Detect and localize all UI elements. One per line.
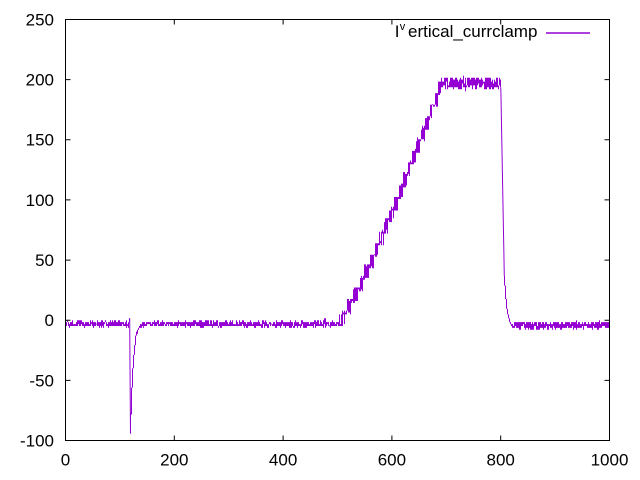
- svg-text:200: 200: [160, 450, 188, 469]
- svg-text:ertical_currclamp: ertical_currclamp: [408, 22, 537, 41]
- svg-text:250: 250: [26, 10, 54, 29]
- svg-text:-100: -100: [20, 431, 54, 450]
- svg-text:50: 50: [35, 251, 54, 270]
- svg-text:600: 600: [378, 450, 406, 469]
- svg-text:v: v: [400, 21, 406, 33]
- svg-text:200: 200: [26, 71, 54, 90]
- svg-text:100: 100: [26, 191, 54, 210]
- svg-text:0: 0: [45, 311, 54, 330]
- svg-text:1000: 1000: [591, 450, 629, 469]
- svg-text:400: 400: [269, 450, 297, 469]
- svg-text:0: 0: [61, 450, 70, 469]
- svg-text:800: 800: [487, 450, 515, 469]
- svg-text:I: I: [395, 22, 400, 41]
- svg-text:150: 150: [26, 131, 54, 150]
- svg-text:-50: -50: [29, 371, 54, 390]
